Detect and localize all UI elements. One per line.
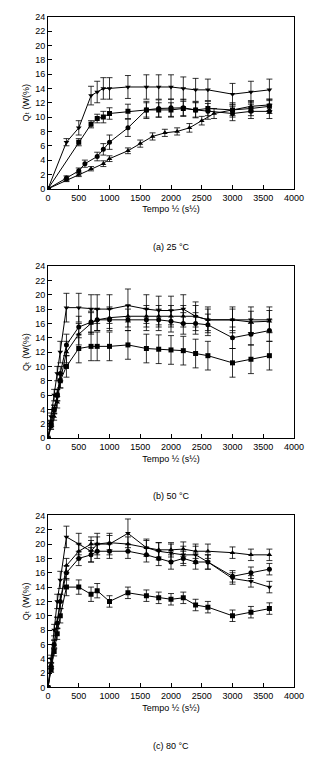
svg-text:4: 4: [40, 155, 45, 165]
svg-text:0: 0: [40, 433, 45, 443]
svg-text:3000: 3000: [222, 691, 242, 701]
svg-text:0: 0: [40, 184, 45, 194]
svg-text:0: 0: [45, 691, 50, 701]
svg-text:12: 12: [35, 347, 45, 357]
svg-text:1500: 1500: [130, 691, 150, 701]
svg-text:2000: 2000: [161, 442, 181, 452]
svg-text:4000: 4000: [284, 193, 304, 203]
svg-text:1500: 1500: [130, 193, 150, 203]
svg-text:2: 2: [40, 668, 45, 678]
svg-text:1500: 1500: [130, 442, 150, 452]
svg-text:4000: 4000: [284, 691, 304, 701]
svg-text:0: 0: [45, 193, 50, 203]
svg-text:8: 8: [40, 625, 45, 635]
svg-text:22: 22: [35, 276, 45, 286]
svg-text:20: 20: [35, 539, 45, 549]
svg-text:Qₜ (W(%): Qₜ (W(%): [21, 583, 31, 621]
svg-text:24: 24: [35, 261, 45, 271]
svg-text:16: 16: [35, 69, 45, 79]
svg-text:2500: 2500: [192, 691, 212, 701]
svg-text:16: 16: [35, 568, 45, 578]
svg-text:10: 10: [35, 362, 45, 372]
svg-text:Tempo ½ (s½): Tempo ½ (s½): [142, 454, 200, 464]
svg-text:10: 10: [35, 611, 45, 621]
svg-text:3500: 3500: [253, 442, 273, 452]
svg-text:Qₜ (W(%): Qₜ (W(%): [21, 84, 31, 122]
svg-text:8: 8: [40, 127, 45, 137]
svg-text:14: 14: [35, 582, 45, 592]
svg-text:3500: 3500: [253, 193, 273, 203]
svg-text:16: 16: [35, 319, 45, 329]
svg-text:(b) 50 °C: (b) 50 °C: [153, 491, 190, 501]
svg-text:1000: 1000: [99, 442, 119, 452]
svg-text:18: 18: [35, 55, 45, 65]
svg-text:18: 18: [35, 304, 45, 314]
svg-text:Qₜ (W(%): Qₜ (W(%): [21, 333, 31, 371]
svg-text:0: 0: [45, 442, 50, 452]
svg-text:8: 8: [40, 376, 45, 386]
svg-text:10: 10: [35, 112, 45, 122]
svg-text:3500: 3500: [253, 691, 273, 701]
svg-text:2000: 2000: [161, 691, 181, 701]
svg-text:2: 2: [40, 170, 45, 180]
svg-text:4000: 4000: [284, 442, 304, 452]
svg-text:2: 2: [40, 419, 45, 429]
svg-text:14: 14: [35, 333, 45, 343]
svg-text:Tempo ½ (s½): Tempo ½ (s½): [142, 204, 200, 214]
svg-text:2000: 2000: [161, 193, 181, 203]
svg-text:500: 500: [71, 691, 86, 701]
svg-text:500: 500: [71, 193, 86, 203]
svg-text:3000: 3000: [222, 442, 242, 452]
svg-text:12: 12: [35, 597, 45, 607]
svg-text:24: 24: [35, 511, 45, 521]
svg-text:20: 20: [35, 41, 45, 51]
svg-text:(a) 25 °C: (a) 25 °C: [153, 242, 190, 252]
svg-text:20: 20: [35, 290, 45, 300]
svg-text:22: 22: [35, 26, 45, 36]
svg-text:6: 6: [40, 390, 45, 400]
svg-text:4: 4: [40, 405, 45, 415]
svg-text:2500: 2500: [192, 442, 212, 452]
svg-text:12: 12: [35, 98, 45, 108]
svg-text:6: 6: [40, 141, 45, 151]
svg-text:(c) 80 °C: (c) 80 °C: [153, 741, 189, 751]
svg-text:2500: 2500: [192, 193, 212, 203]
svg-text:18: 18: [35, 554, 45, 564]
svg-text:14: 14: [35, 84, 45, 94]
svg-text:22: 22: [35, 525, 45, 535]
svg-text:500: 500: [71, 442, 86, 452]
svg-text:0: 0: [40, 683, 45, 693]
svg-text:6: 6: [40, 640, 45, 650]
svg-text:1000: 1000: [99, 691, 119, 701]
svg-text:1000: 1000: [99, 193, 119, 203]
svg-text:24: 24: [35, 12, 45, 22]
svg-text:Tempo ½ (s½): Tempo ½ (s½): [142, 703, 200, 713]
svg-text:3000: 3000: [222, 193, 242, 203]
svg-text:4: 4: [40, 654, 45, 664]
